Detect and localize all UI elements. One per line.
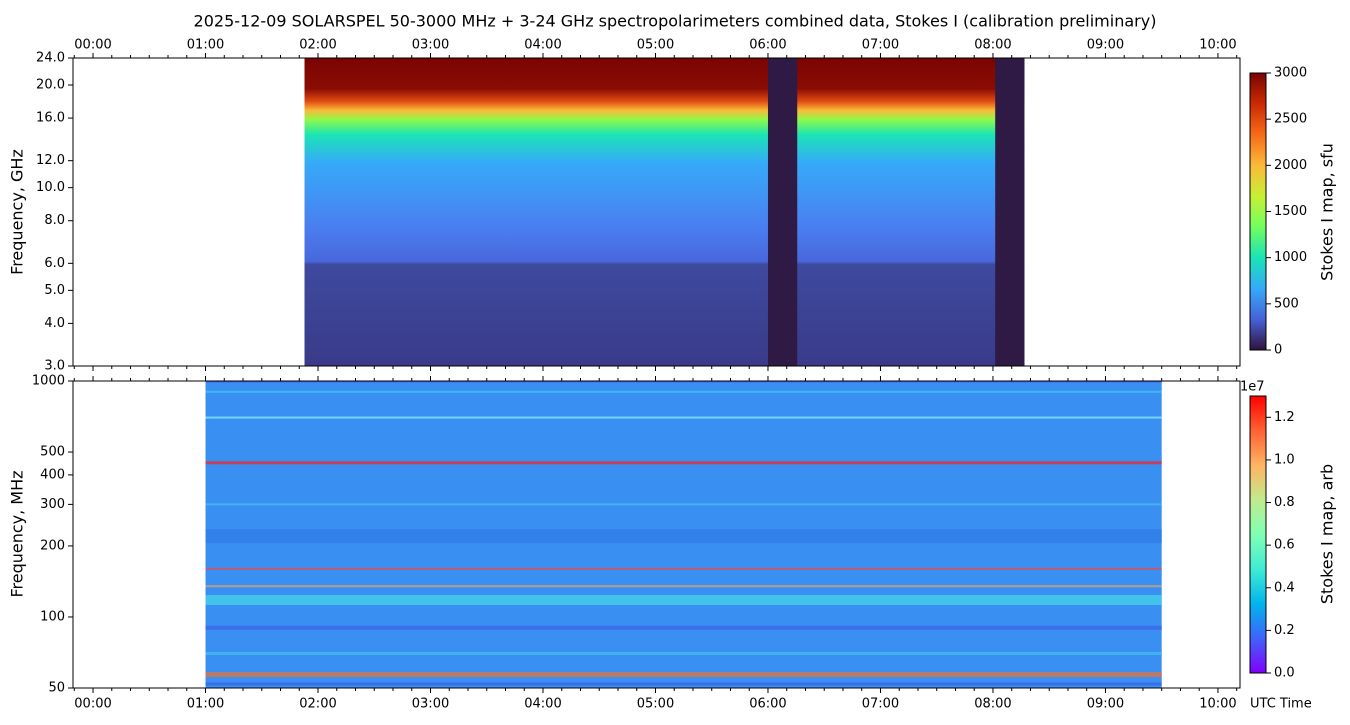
spectrogram-stripe [205, 652, 1162, 656]
y-tick-label: 500 [40, 445, 65, 460]
colorbar-tick-label: 2500 [1274, 112, 1307, 127]
spectrogram-stripe [205, 682, 1162, 686]
colorbar-tick-label: 1500 [1274, 204, 1307, 219]
plot-area [304, 58, 1025, 366]
x-tick-label: 10:00 [1199, 38, 1236, 53]
colorbar-tick-label: 1.0 [1274, 452, 1295, 467]
colorbar-offset: 1e7 [1240, 380, 1265, 395]
x-tick-label: 05:00 [637, 38, 674, 53]
y-tick-label: 20.0 [36, 78, 65, 93]
colorbar-tick-label: 0.0 [1274, 666, 1295, 681]
spectrogram-stripe [205, 381, 1162, 383]
colorbar-tick-label: 500 [1274, 296, 1299, 311]
x-tick-label: 10:00 [1199, 697, 1236, 712]
y-tick-label: 400 [40, 467, 65, 482]
spectrogram-stripe [205, 672, 1162, 678]
colorbar-tick-label: 2000 [1274, 158, 1307, 173]
x-tick-label: 08:00 [974, 38, 1011, 53]
colorbar-label: Stokes I map, sfu [1318, 143, 1337, 281]
y-tick-label: 5.0 [44, 283, 65, 298]
x-tick-label: 08:00 [974, 697, 1011, 712]
x-tick-label: 09:00 [1087, 38, 1124, 53]
spectrogram-stripe [205, 503, 1162, 506]
x-tick-label: 02:00 [299, 697, 336, 712]
y-axis-label: Frequency, MHz [8, 470, 27, 597]
colorbar-tick-label: 0.4 [1274, 580, 1295, 595]
colorbar-tick-label: 0.2 [1274, 623, 1295, 638]
y-tick-label: 3.0 [44, 359, 65, 374]
data-gap [995, 58, 1025, 366]
y-tick-label: 24.0 [36, 51, 65, 66]
x-tick-label: 04:00 [524, 697, 561, 712]
colorbar-tick-label: 1000 [1274, 250, 1307, 265]
spectrogram-stripe [205, 585, 1162, 588]
x-tick-label: 02:00 [299, 38, 336, 53]
colorbar [1249, 395, 1267, 674]
colorbar-tick-label: 0 [1274, 343, 1282, 358]
colorbar-tick-label: 1.2 [1274, 410, 1295, 425]
spectrogram-stripe [205, 529, 1162, 544]
spectrogram-stripe [205, 461, 1162, 465]
chart-title: 2025-12-09 SOLARSPEL 50-3000 MHz + 3-24 … [194, 12, 1157, 31]
x-tick-label: 07:00 [862, 697, 899, 712]
y-tick-label: 100 [40, 609, 65, 624]
spectrogram-stripe [205, 625, 1162, 630]
spectrogram-stripe [205, 390, 1162, 393]
spectrogram-stripe [205, 567, 1162, 570]
plot-frame [72, 380, 1241, 689]
colorbar-label: Stokes I map, arb [1318, 464, 1337, 604]
x-tick-label: 09:00 [1087, 697, 1124, 712]
y-tick-label: 12.0 [36, 153, 65, 168]
x-tick-label: 05:00 [637, 697, 674, 712]
x-tick-label: 01:00 [187, 38, 224, 53]
x-tick-label: 04:00 [524, 38, 561, 53]
plot-area [205, 381, 1162, 688]
y-axis-label: Frequency, GHz [8, 149, 27, 275]
spectrogram-stripe [205, 595, 1162, 606]
y-tick-label: 50 [48, 681, 65, 696]
data-gap [767, 58, 798, 366]
y-tick-label: 200 [40, 538, 65, 553]
y-tick-label: 4.0 [44, 316, 65, 331]
y-tick-label: 16.0 [36, 111, 65, 126]
x-tick-label: 01:00 [187, 697, 224, 712]
spectrogram-stripe [205, 416, 1162, 419]
x-tick-label: 06:00 [749, 697, 786, 712]
colorbar-tick-label: 3000 [1274, 66, 1307, 81]
x-tick-label: 03:00 [412, 697, 449, 712]
x-tick-label: 00:00 [74, 697, 111, 712]
colorbar [1249, 72, 1267, 351]
x-tick-label: 07:00 [862, 38, 899, 53]
x-axis-label: UTC Time [1250, 697, 1312, 712]
x-tick-label: 00:00 [74, 38, 111, 53]
y-tick-label: 8.0 [44, 213, 65, 228]
y-tick-label: 1000 [32, 374, 65, 389]
y-tick-label: 300 [40, 497, 65, 512]
x-tick-label: 06:00 [749, 38, 786, 53]
plot-frame [72, 57, 1241, 367]
x-tick-label: 03:00 [412, 38, 449, 53]
colorbar-tick-label: 0.8 [1274, 495, 1295, 510]
colorbar-tick-label: 0.6 [1274, 538, 1295, 553]
y-tick-label: 6.0 [44, 256, 65, 271]
spectrogram [304, 58, 1025, 366]
y-tick-label: 10.0 [36, 180, 65, 195]
